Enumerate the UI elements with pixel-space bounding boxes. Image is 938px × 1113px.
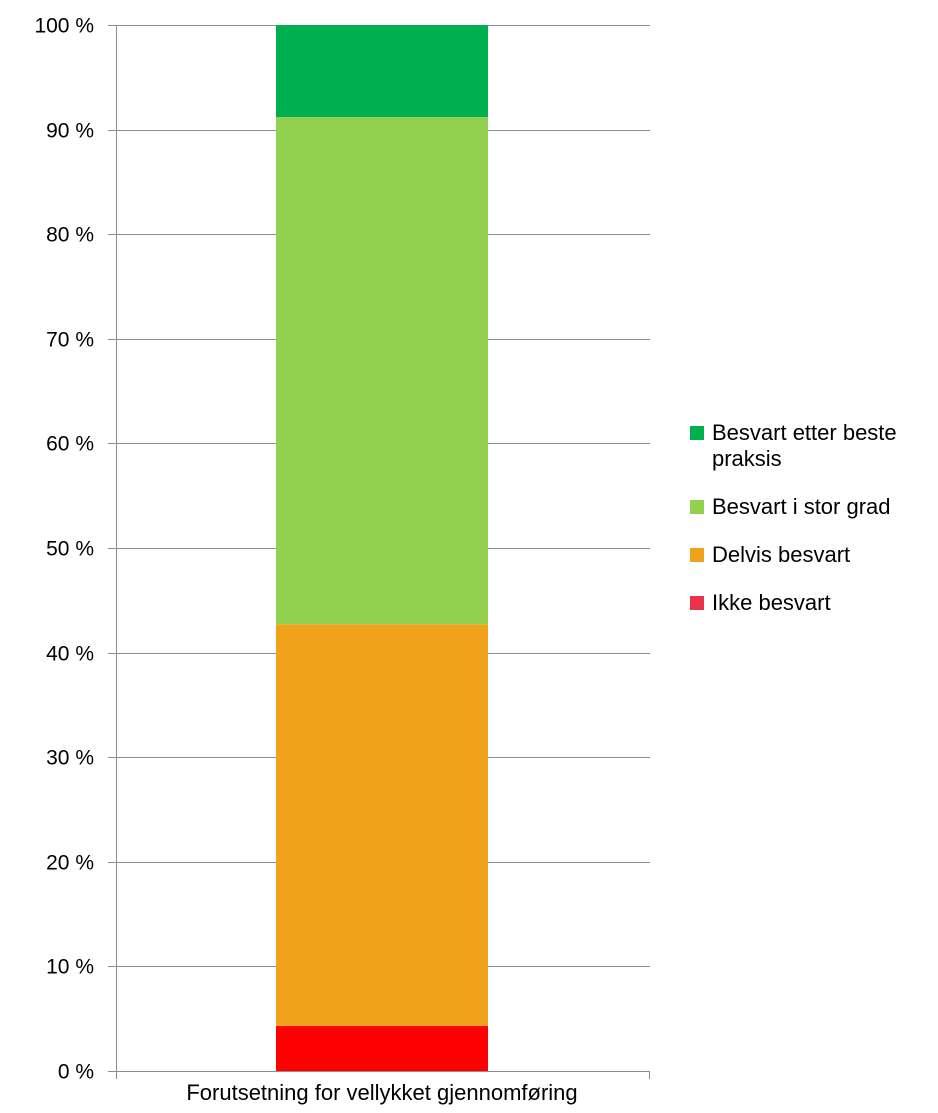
axes [108, 25, 650, 1079]
legend-item-delvis-besvart: Delvis besvart [690, 542, 935, 568]
y-tick-label: 90 % [46, 120, 94, 143]
legend-label: Besvart i stor grad [712, 494, 891, 519]
y-tick-label: 100 % [34, 15, 94, 38]
legend-swatch [690, 500, 704, 514]
y-tick-label: 20 % [46, 852, 94, 875]
y-tick-label: 10 % [46, 956, 94, 979]
bars [276, 25, 488, 1071]
legend-swatch [690, 548, 704, 562]
legend-swatch [690, 426, 704, 440]
bar-segment-besvart-i-stor-grad [276, 117, 488, 625]
legend-label: Delvis besvart [712, 542, 851, 567]
legend-swatch [690, 596, 704, 610]
x-category-label: Forutsetning for vellykket gjennomføring [186, 1080, 577, 1105]
y-tick-label: 0 % [58, 1061, 94, 1084]
legend-item-besvart-etter-beste-praksis: Besvart etter beste praksis [690, 420, 935, 472]
y-tick-label: 50 % [46, 538, 94, 561]
legend-item-besvart-i-stor-grad: Besvart i stor grad [690, 494, 935, 520]
y-tick-label: 30 % [46, 747, 94, 770]
legend-item-ikke-besvart: Ikke besvart [690, 590, 935, 616]
legend-label: Besvart etter beste praksis [712, 420, 897, 471]
legend: Besvart etter beste praksis Besvart i st… [690, 420, 935, 638]
legend-label: Ikke besvart [712, 590, 831, 615]
bar-segment-ikke-besvart [276, 1026, 488, 1071]
y-tick-label: 80 % [46, 224, 94, 247]
bar-segment-besvart-etter-beste-praksis [276, 25, 488, 118]
y-tick-label: 40 % [46, 643, 94, 666]
bar-segment-delvis-besvart [276, 624, 488, 1027]
y-tick-labels: 0 % 10 % 20 % 30 % 40 % 50 % 60 % 70 % 80 % 90 % 1… [34, 15, 94, 1084]
y-tick-label: 60 % [46, 433, 94, 456]
y-tick-label: 70 % [46, 329, 94, 352]
